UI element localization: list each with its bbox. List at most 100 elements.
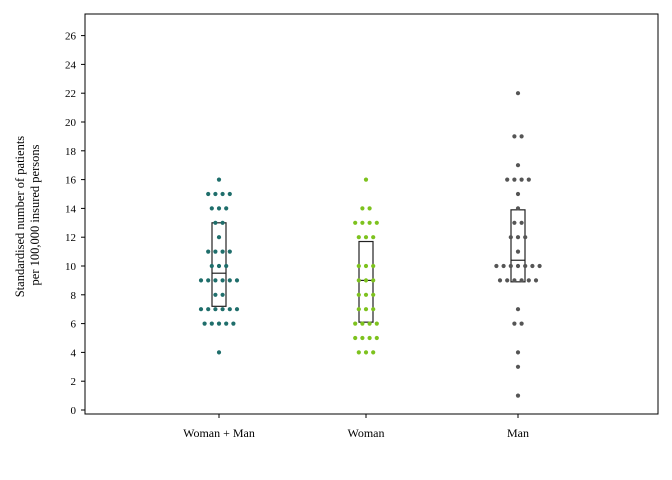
y-tick-label: 4 <box>71 347 77 359</box>
data-point <box>353 321 358 326</box>
data-point <box>213 191 218 197</box>
data-point <box>508 235 513 240</box>
y-axis-title-line-1: Standardised number of patients <box>13 136 27 298</box>
data-point <box>213 220 218 225</box>
data-point <box>353 335 358 341</box>
data-point <box>494 263 499 269</box>
series-group <box>494 91 542 398</box>
data-point <box>227 278 232 283</box>
y-tick-label: 24 <box>65 59 77 71</box>
data-point <box>224 321 229 326</box>
data-point <box>220 220 225 225</box>
data-point <box>367 321 372 326</box>
data-point <box>519 220 524 225</box>
data-point <box>360 206 365 211</box>
data-point <box>519 321 524 326</box>
data-point <box>209 206 214 211</box>
data-point <box>216 235 222 240</box>
y-tick-label: 26 <box>65 31 77 43</box>
data-point <box>371 235 376 240</box>
data-point <box>515 91 521 96</box>
data-point <box>209 321 214 326</box>
data-point <box>515 235 521 240</box>
y-tick-label: 22 <box>65 88 76 100</box>
data-point <box>206 249 211 254</box>
data-point <box>220 307 225 312</box>
data-point <box>523 263 528 269</box>
data-point <box>508 263 513 269</box>
data-point <box>220 249 225 254</box>
data-point <box>213 249 218 254</box>
data-point <box>515 350 521 355</box>
data-point <box>367 206 372 211</box>
data-point <box>356 235 361 240</box>
data-point <box>353 220 358 225</box>
data-point <box>360 220 365 225</box>
data-point <box>363 263 369 269</box>
data-point <box>523 235 528 240</box>
series-group <box>353 177 379 355</box>
data-point <box>220 191 225 197</box>
data-point <box>209 263 214 269</box>
data-point <box>371 292 376 297</box>
data-point <box>220 278 225 283</box>
data-point <box>497 278 503 283</box>
data-point <box>374 321 379 326</box>
data-point <box>533 278 539 283</box>
data-point <box>356 263 361 269</box>
data-point <box>227 191 232 197</box>
data-point <box>213 292 218 297</box>
data-point <box>356 292 361 297</box>
data-point <box>206 307 211 312</box>
data-point <box>515 263 521 269</box>
data-point <box>515 393 521 398</box>
data-point <box>224 263 229 269</box>
data-point <box>356 278 361 283</box>
y-tick-label: 16 <box>65 175 77 187</box>
x-axis: Woman + Man Woman Man <box>183 414 529 440</box>
y-tick-label: 6 <box>71 319 77 331</box>
data-point <box>530 263 535 269</box>
data-point <box>505 177 510 182</box>
data-point <box>371 307 376 312</box>
data-point <box>363 350 369 355</box>
data-point <box>512 321 517 326</box>
data-point <box>374 220 379 225</box>
data-point <box>512 220 517 225</box>
data-point <box>537 263 542 269</box>
data-point <box>363 177 369 182</box>
data-point <box>206 191 211 197</box>
data-point <box>220 292 225 297</box>
y-tick-label: 20 <box>65 117 77 129</box>
y-tick-label: 14 <box>65 203 77 215</box>
box <box>510 209 526 283</box>
data-point <box>505 278 510 283</box>
x-tick-label: Woman + Man <box>183 426 255 440</box>
data-point <box>213 278 218 283</box>
data-point <box>367 220 372 225</box>
series-layer <box>198 91 542 398</box>
data-point <box>519 134 524 139</box>
data-point <box>363 292 369 297</box>
data-point <box>519 278 524 283</box>
data-point <box>198 307 204 312</box>
data-point <box>363 235 369 240</box>
data-point <box>216 263 222 269</box>
y-tick-label: 12 <box>65 232 76 244</box>
data-point <box>356 350 361 355</box>
data-point <box>512 177 517 182</box>
data-point <box>526 278 531 283</box>
y-tick-label: 0 <box>71 405 77 417</box>
data-point <box>227 249 232 254</box>
y-tick-label: 8 <box>71 290 77 302</box>
data-point <box>198 278 204 283</box>
data-point <box>360 321 365 326</box>
data-point <box>216 350 222 355</box>
data-point <box>224 206 229 211</box>
data-point <box>371 350 376 355</box>
data-point <box>371 278 376 283</box>
y-tick-label: 2 <box>71 376 77 388</box>
y-tick-label: 18 <box>65 146 77 158</box>
